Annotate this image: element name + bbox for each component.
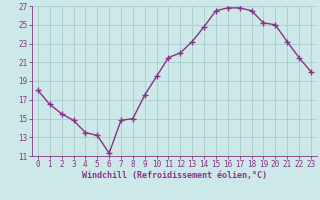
X-axis label: Windchill (Refroidissement éolien,°C): Windchill (Refroidissement éolien,°C) xyxy=(82,171,267,180)
